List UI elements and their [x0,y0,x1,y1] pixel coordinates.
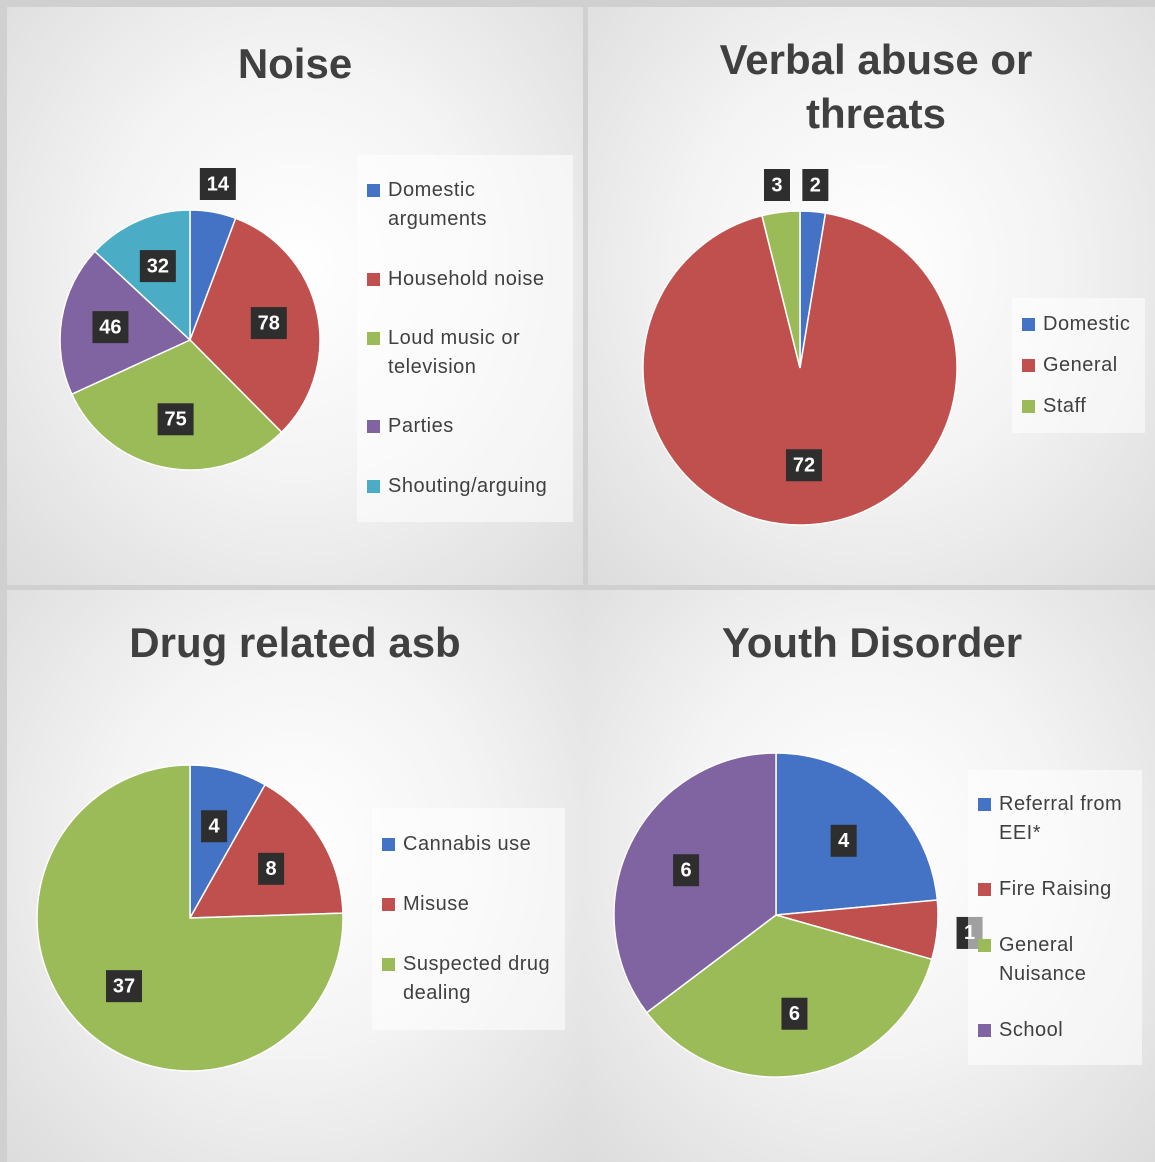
legend: Referral from EEI* Fire Raising General Nu… [968,770,1142,1065]
pie-slice [188,783,344,919]
chart-title: Verbal abuse or threats [719,36,1033,137]
data-label: 46 [99,316,121,338]
legend-swatch [1022,400,1035,413]
data-label-box [157,403,194,436]
legend-label: Loud music or television [388,326,521,378]
legend-item: Suspected drug dealing [382,950,555,1008]
legend-label: Suspected drug dealing [403,953,551,1005]
chart-panel: Noise 14 78 75 46 32 Domestic arguments Househo… [7,7,583,585]
data-label-box [92,311,129,344]
legend-label: School [999,1019,1064,1042]
data-label-box [781,997,808,1030]
legend-item: School [978,1016,1132,1045]
legend-label: Domestic arguments [388,179,487,231]
chart-title: Noise [237,40,353,87]
data-label-box [673,854,700,887]
legend-item: Staff [1022,392,1135,421]
data-label: 4 [838,830,850,852]
data-label: 75 [164,409,186,431]
data-label: 8 [266,858,277,880]
legend-item: General Nuisance [978,931,1132,989]
legend-swatch [978,1024,991,1038]
legend-item: Household noise [367,265,563,294]
legend-item: Shouting/arguing [367,472,563,501]
legend-swatch [978,882,991,896]
legend-label: Household noise [388,267,545,290]
legend-label: Parties [388,415,454,438]
legend-swatch [367,479,380,493]
legend-item: Referral from EEI* [978,790,1132,848]
legend-label: Cannabis use [403,832,532,855]
legend-swatch [978,939,991,953]
pie-chart: 4166 [613,752,983,1078]
legend-swatch [1022,359,1035,372]
data-label-box [763,169,790,201]
data-label-box [802,169,829,201]
data-label-box [785,449,822,482]
legend: Cannabis use Misuse Suspected drug dealing [372,808,565,1030]
data-label: 32 [147,255,169,277]
legend-item: Domestic [1022,310,1135,339]
chart-panel: Drug related asb 4 8 37 Cannabis use Misuse Su… [7,590,583,1162]
legend-swatch [978,797,991,811]
legend-swatch [367,272,380,286]
pie-chart: 14 78 75 46 32 [59,168,321,471]
legend: Domestic General Staff [1012,298,1145,433]
legend-label: General Nuisance [999,934,1087,986]
data-label: 4 [208,816,220,838]
data-label: 37 [113,975,135,997]
chart-title: Youth Disorder [721,619,1023,666]
legend-item: Fire Raising [978,875,1132,904]
legend-label: Staff [1043,395,1087,417]
data-label-box [201,810,228,843]
data-label: 72 [793,455,815,477]
data-label: 3 [771,174,782,196]
chart-panel: Verbal abuse or threats 2 72 3 Domestic Gener… [588,7,1155,585]
legend-label: Fire Raising [999,877,1112,900]
legend-item: Loud music or television [367,324,563,382]
legend-swatch [367,331,380,345]
legend-label: Referral from EEI* [999,792,1123,844]
legend-swatch [1022,318,1035,331]
data-label: 78 [258,312,280,334]
legend-label: Shouting/arguing [388,474,548,497]
data-label: 14 [207,173,230,195]
legend-item: Cannabis use [382,830,555,859]
pie-chart: 2 72 3 [642,169,958,526]
legend: Domestic arguments Household noise Loud mu… [357,155,573,522]
data-label-box [199,168,236,200]
data-label-box [139,250,176,283]
legend-swatch [367,420,380,434]
legend-item: Misuse [382,890,555,919]
data-label-box [250,307,287,340]
data-label-box [258,852,285,885]
legend-swatch [367,184,380,198]
data-label: 6 [681,860,692,882]
legend-item: Domestic arguments [367,176,563,234]
legend-label: Misuse [403,892,470,915]
legend-item: Parties [367,412,563,441]
data-label-box [106,970,143,1003]
legend-item: General [1022,351,1135,380]
data-label: 2 [810,174,821,196]
pie-slice [642,212,958,526]
chart-panel: Youth Disorder4166Referral from EEI*Fire… [583,590,1155,1162]
pie-slice [645,914,933,1078]
legend-swatch [382,958,395,972]
chart-title: Drug related asb [129,619,461,666]
legend-swatch [382,897,395,911]
pie-chart: 4 8 37 [36,764,344,1072]
legend-label: General [1043,354,1118,376]
legend-swatch [382,837,395,851]
data-label: 6 [789,1003,800,1025]
legend-label: Domestic [1043,313,1131,335]
data-label-box [830,824,857,857]
pie-slice [761,210,801,369]
